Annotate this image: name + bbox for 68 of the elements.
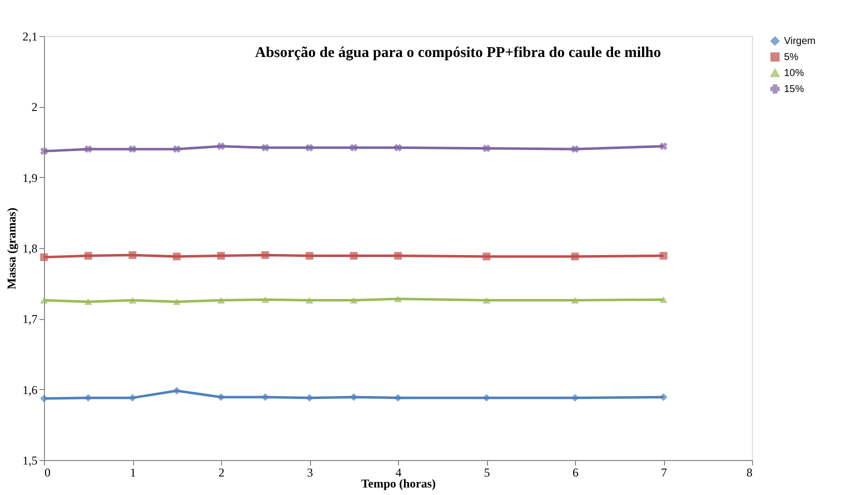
point <box>482 296 490 304</box>
x-tick-label: 0 <box>44 466 50 480</box>
point <box>40 296 48 304</box>
x-tick-label: 6 <box>572 466 578 480</box>
point <box>40 394 48 402</box>
legend-label: 10% <box>784 68 804 79</box>
x-tick-label: 5 <box>484 466 490 480</box>
point <box>306 296 314 304</box>
point <box>40 253 48 262</box>
x-tick-label: 4 <box>396 466 402 480</box>
y-tick-label: 1,8 <box>22 242 38 256</box>
x-tick-label: 3 <box>307 466 313 480</box>
point <box>128 394 136 402</box>
point <box>84 145 92 153</box>
point <box>217 142 225 150</box>
y-tick-label: 1,9 <box>22 170 38 185</box>
y-tick-label: 1,5 <box>22 454 38 468</box>
point <box>84 252 92 260</box>
point <box>660 296 668 303</box>
point <box>84 298 92 306</box>
y-tick-label: 2,1 <box>22 30 38 44</box>
point <box>482 144 490 152</box>
point <box>660 393 668 401</box>
point <box>482 252 490 260</box>
point <box>128 145 136 153</box>
y-tick-label: 1,6 <box>22 382 38 397</box>
point <box>660 142 668 150</box>
point <box>172 252 181 260</box>
y-axis-title: Massa (gramas) <box>4 208 18 290</box>
point <box>350 296 358 304</box>
point <box>306 394 314 402</box>
point <box>394 144 402 152</box>
point <box>217 296 225 304</box>
point <box>394 252 402 260</box>
point <box>571 145 579 153</box>
y-tick-label: 2 <box>32 100 38 114</box>
point <box>571 252 579 260</box>
point <box>261 144 270 152</box>
point <box>172 145 181 153</box>
x-tick-label: 7 <box>661 466 667 480</box>
point <box>482 394 490 402</box>
point <box>350 144 358 152</box>
point <box>128 251 136 259</box>
point <box>172 298 181 306</box>
x-tick-label: 2 <box>218 466 224 480</box>
x-tick-label: 1 <box>130 466 136 480</box>
legend-label: 5% <box>784 52 799 63</box>
legend-label: 15% <box>784 84 804 95</box>
legend-label: Virgem <box>784 36 816 47</box>
x-axis-title: Tempo (horas) <box>361 476 436 490</box>
x-tick-label: 8 <box>746 466 752 480</box>
point <box>571 296 579 304</box>
point <box>350 252 358 260</box>
point <box>261 251 270 259</box>
point <box>394 394 402 402</box>
text: Absorção de água para o compósito PP+fibra do caule de milho <box>254 45 662 61</box>
point <box>261 296 270 303</box>
point <box>306 252 314 260</box>
point <box>660 252 668 260</box>
point <box>217 252 225 260</box>
point <box>571 394 579 402</box>
point <box>394 296 402 302</box>
y-tick-label: 1,7 <box>22 312 38 326</box>
point <box>172 386 181 395</box>
point <box>306 144 314 152</box>
point <box>128 296 136 304</box>
point <box>217 393 225 401</box>
point <box>40 147 48 156</box>
